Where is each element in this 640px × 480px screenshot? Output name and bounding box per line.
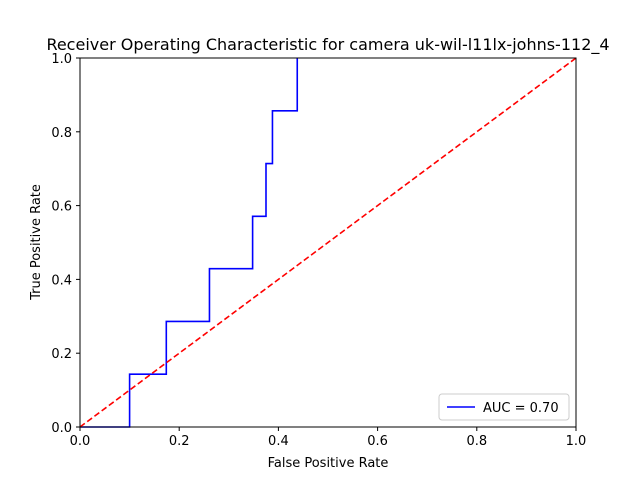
chart-title: Receiver Operating Characteristic for ca… bbox=[46, 35, 609, 55]
legend: AUC = 0.70 bbox=[438, 393, 570, 421]
y-tick-label: 0.6 bbox=[51, 200, 72, 215]
legend-box bbox=[438, 393, 570, 421]
y-tick-label: 0.2 bbox=[51, 347, 72, 362]
x-tick-label: 0.0 bbox=[70, 434, 91, 449]
y-tick-label: 0.0 bbox=[51, 421, 72, 436]
x-tick-label: 0.4 bbox=[268, 434, 289, 449]
y-tick-label: 1.0 bbox=[51, 52, 72, 67]
y-tick-label: 0.8 bbox=[51, 126, 72, 141]
legend-label: AUC = 0.70 bbox=[483, 401, 559, 416]
x-tick-label: 0.6 bbox=[367, 434, 388, 449]
roc-curve-line bbox=[80, 58, 299, 428]
axis-ticks: 0.0 0.2 0.4 0.6 0.8 1.0 0.0 0.2 0.4 0.6 0.8 1.0 bbox=[51, 52, 586, 449]
x-tick-label: 0.8 bbox=[466, 434, 487, 449]
plot-area bbox=[79, 57, 577, 428]
axes-frame bbox=[79, 57, 577, 428]
chance-diagonal-line bbox=[79, 57, 577, 428]
x-tick-label: 1.0 bbox=[566, 434, 587, 449]
x-axis-label: False Positive Rate bbox=[268, 456, 389, 471]
x-tick-label: 0.2 bbox=[169, 434, 190, 449]
y-tick-label: 0.4 bbox=[51, 273, 72, 288]
y-axis-label: True Positive Rate bbox=[29, 184, 44, 301]
